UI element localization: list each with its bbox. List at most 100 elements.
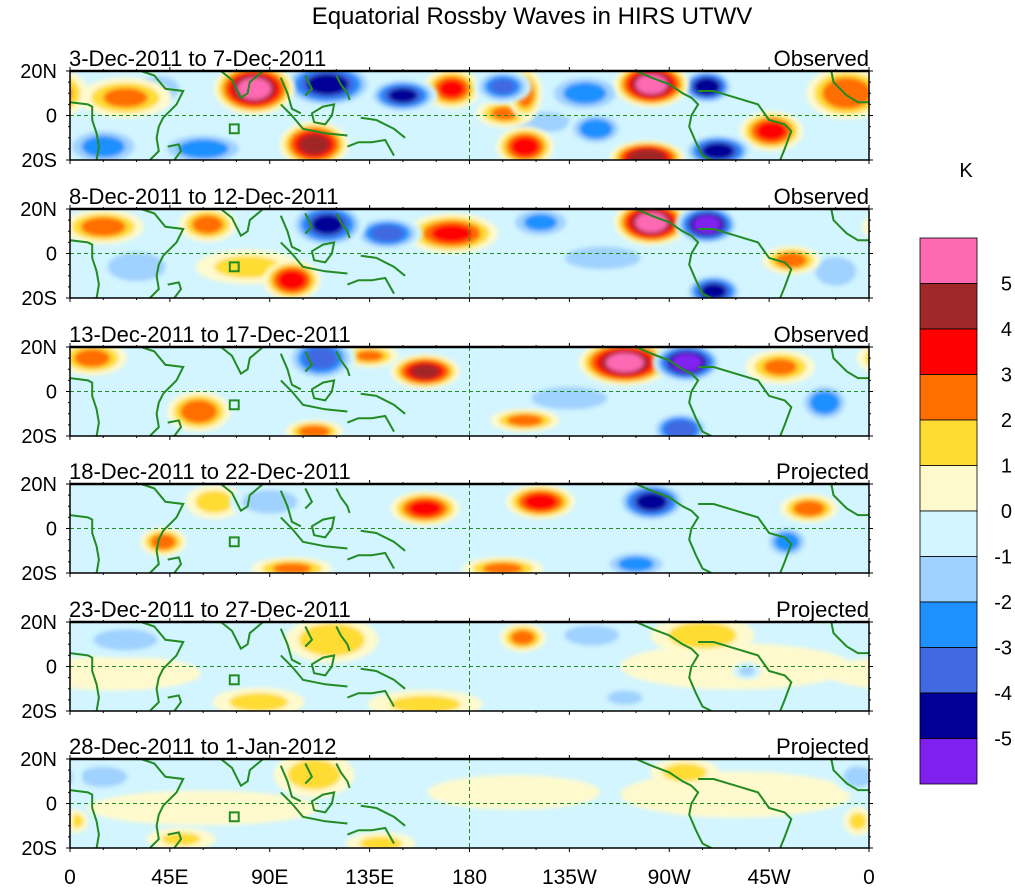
panel: 20N 0 20S 18-Dec-2011 to 22-Dec-2011 Project…	[20, 459, 873, 585]
panel-period-label: 23-Dec-2011 to 27-Dec-2011	[69, 597, 351, 622]
anomaly-field	[70, 347, 869, 436]
contour-level	[564, 246, 641, 270]
americas-west-coast	[635, 71, 712, 160]
contour-level	[311, 214, 344, 235]
panel-status-label: Observed	[774, 46, 869, 71]
contour-level	[214, 255, 281, 278]
anomaly-feature	[427, 775, 601, 810]
indochina	[304, 75, 314, 97]
anomaly-feature	[352, 216, 423, 251]
chagos-box	[228, 811, 240, 823]
madagascar	[167, 143, 183, 160]
sunda-islands	[280, 654, 348, 688]
contour-level	[635, 212, 668, 233]
y-tick-label: 20N	[20, 612, 57, 634]
anomaly-feature	[70, 71, 869, 120]
sunda-islands	[280, 241, 348, 275]
anomaly-feature	[70, 759, 869, 795]
anomaly-feature	[73, 622, 178, 658]
anomaly-feature	[675, 209, 739, 245]
madagascar	[167, 831, 183, 848]
anomaly-feature	[732, 662, 762, 680]
panel-period-label: 18-Dec-2011 to 22-Dec-2011	[69, 459, 351, 484]
madagascar	[167, 281, 183, 298]
contour-level	[510, 630, 535, 646]
madagascar	[167, 694, 183, 711]
colorbar-swatch	[919, 510, 978, 557]
contour-level	[408, 500, 442, 517]
anomaly-feature	[422, 71, 481, 110]
contour-level	[605, 353, 644, 373]
contour-level	[531, 386, 608, 410]
contour-level	[793, 500, 825, 517]
coastlines	[70, 622, 869, 711]
anomaly-feature	[212, 687, 305, 711]
contour-level	[861, 135, 869, 159]
x-tick-label: 0	[863, 866, 875, 889]
anomaly-feature	[683, 133, 753, 160]
contour-level	[70, 761, 82, 793]
colorbar-swatch	[919, 283, 978, 330]
colorbar-tick-label: -3	[994, 638, 1012, 660]
contour-level	[482, 562, 523, 573]
anomaly-feature	[806, 251, 865, 292]
anomaly-feature	[601, 549, 671, 573]
anomaly-feature	[70, 806, 869, 836]
colorbar-swatch	[919, 237, 978, 284]
panel-status-label: Projected	[776, 459, 869, 484]
contour-level	[579, 118, 613, 139]
south-america-north-east	[698, 228, 793, 298]
contour-level	[849, 812, 867, 830]
panel-status-label: Observed	[774, 184, 869, 209]
chagos-box	[228, 123, 240, 135]
contour-level	[662, 763, 707, 782]
india	[220, 347, 264, 376]
colorbar-tick-label: -5	[994, 729, 1012, 751]
contour-level	[564, 625, 619, 646]
borneo	[310, 791, 336, 814]
anomaly-field	[70, 71, 869, 160]
contour-level	[229, 692, 289, 711]
anomaly-feature	[745, 349, 815, 385]
africa-west-coast	[70, 101, 100, 160]
anomaly-feature	[762, 245, 821, 275]
malay-peninsula	[279, 215, 302, 253]
indochina	[304, 212, 314, 235]
chagos-box	[228, 261, 240, 273]
panel-status-label: Observed	[774, 322, 869, 347]
chart-title: Equatorial Rossby Waves in HIRS UTWV	[312, 3, 753, 30]
contour-level	[843, 766, 869, 788]
colorbar-tick-label: 2	[1001, 410, 1012, 432]
contour-level	[700, 283, 727, 298]
contour-level	[763, 358, 797, 376]
contour-level	[738, 666, 756, 676]
anomaly-feature	[285, 419, 343, 436]
x-tick-label: 90E	[251, 866, 288, 889]
africa-west-coast	[70, 377, 100, 436]
panel-period-label: 8-Dec-2011 to 12-Dec-2011	[69, 184, 338, 209]
americas-west-coast	[635, 209, 712, 298]
anomaly-feature	[166, 391, 231, 432]
anomaly-feature	[185, 484, 244, 520]
colorbar-swatch	[919, 465, 978, 512]
anomaly-feature	[178, 209, 237, 242]
malay-peninsula	[279, 765, 302, 803]
borneo	[310, 241, 336, 264]
colorbar: K 5 4 3 2 1 0 -1 -2 -3 -4 -5	[919, 160, 1012, 785]
sunda-islands	[280, 791, 348, 825]
coastlines	[70, 759, 869, 848]
contour-level	[287, 759, 341, 790]
contour-level	[671, 353, 703, 372]
anomaly-feature	[87, 790, 319, 826]
contour-level	[388, 88, 418, 103]
west-africa	[830, 484, 869, 517]
anomaly-feature	[505, 484, 576, 520]
new-guinea	[360, 116, 406, 139]
y-tick-label: 20S	[21, 426, 57, 448]
colorbar-swatch	[919, 647, 978, 694]
panel: 20N 0 20S 13-Dec-2011 to 17-Dec-2011 Observe…	[20, 322, 873, 448]
colorbar-swatch	[919, 374, 978, 421]
anomaly-feature	[613, 71, 689, 108]
australia-north	[347, 138, 395, 157]
